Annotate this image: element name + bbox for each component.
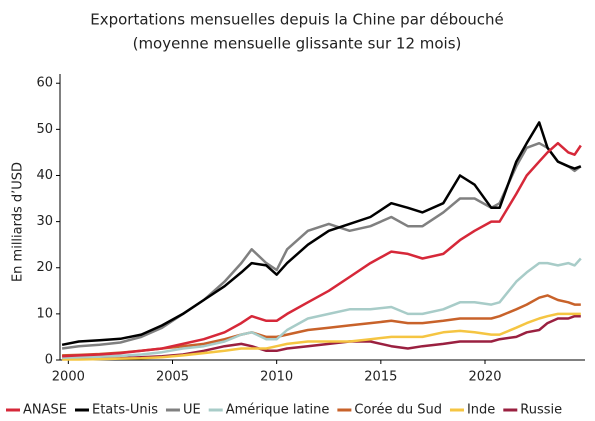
- legend-label: ANASE: [23, 403, 67, 418]
- y-tick-label: 30: [36, 214, 53, 229]
- y-tick-label: 60: [36, 76, 53, 91]
- series-line: [62, 294, 581, 357]
- y-tick-label: 40: [36, 168, 53, 183]
- y-tick-label: 50: [36, 122, 53, 137]
- x-tick-label: 2020: [468, 370, 501, 385]
- x-tick-label: 2015: [364, 370, 397, 385]
- y-axis-label: En milliards d’USD: [11, 162, 26, 282]
- legend-label: Etats-Unis: [92, 403, 158, 418]
- y-tick-label: 10: [36, 306, 53, 321]
- series-line: [62, 257, 582, 359]
- series-line: [62, 141, 582, 358]
- x-tick-label: 2010: [260, 370, 293, 385]
- legend-label: Corée du Sud: [354, 403, 442, 418]
- series-line: [61, 121, 582, 347]
- y-tick-label: 0: [45, 353, 53, 368]
- legend-label: UE: [183, 403, 201, 418]
- legend-label: Inde: [467, 403, 495, 418]
- legend-label: Amérique latine: [226, 403, 330, 418]
- y-tick-label: 20: [36, 260, 53, 275]
- x-tick-label: 2005: [156, 370, 189, 385]
- chart-title: Exportations mensuelles depuis la Chine …: [90, 11, 504, 29]
- series-line: [61, 141, 582, 350]
- legend-label: Russie: [520, 403, 562, 418]
- chart-subtitle: (moyenne mensuelle glissante sur 12 mois…: [133, 35, 462, 53]
- x-tick-label: 2000: [52, 370, 85, 385]
- series-line: [62, 312, 581, 361]
